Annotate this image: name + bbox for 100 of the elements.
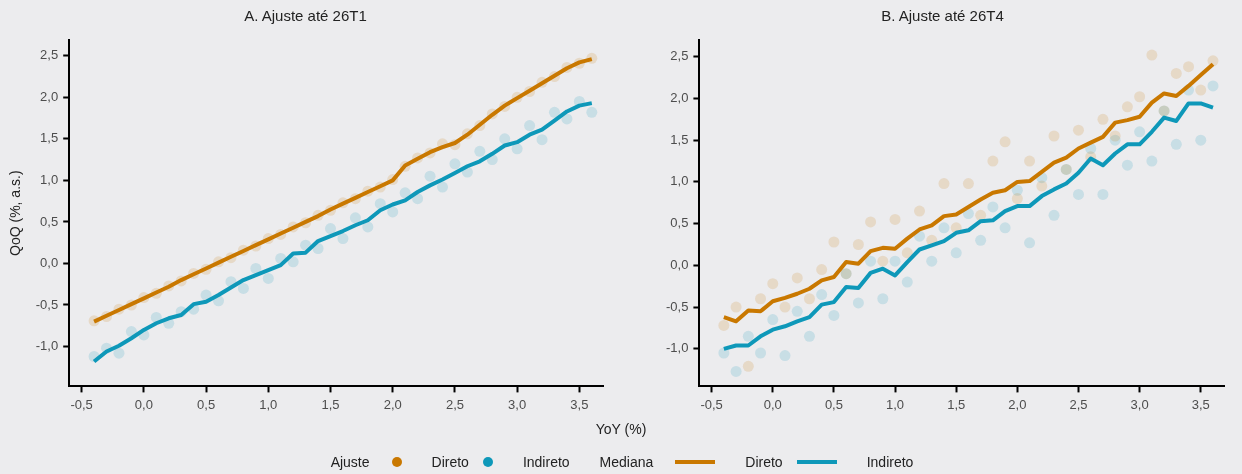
point — [950, 247, 962, 259]
x-tick-label: 3,0 — [1130, 396, 1149, 412]
point — [852, 239, 864, 250]
point — [586, 106, 598, 118]
point — [362, 221, 374, 233]
y-tick-label: 0,0 — [40, 255, 59, 271]
point — [730, 301, 742, 313]
point — [816, 289, 828, 301]
point — [1072, 124, 1084, 136]
point — [436, 181, 448, 193]
point — [803, 330, 815, 342]
point — [113, 347, 125, 359]
point — [742, 330, 754, 342]
x-tick-label: 0,0 — [763, 396, 782, 412]
x-tick-label: 0,5 — [824, 396, 843, 412]
point — [1072, 188, 1084, 200]
x-tick-label: 0,0 — [134, 396, 153, 412]
point — [337, 233, 349, 245]
chart-title: A. Ajuste até 26T1 — [244, 7, 367, 25]
x-tick-label: 3,5 — [570, 396, 589, 412]
point — [250, 262, 262, 274]
point — [399, 187, 411, 199]
point — [1036, 180, 1048, 192]
x-tick-label: -0,5 — [700, 396, 723, 412]
y-tick-label: -0,5 — [35, 296, 59, 312]
y-tick-label: 1,5 — [670, 131, 689, 147]
point — [889, 255, 901, 267]
y-tick-label: 0,5 — [670, 215, 689, 231]
y-tick-label: -1,0 — [35, 338, 59, 354]
point — [1146, 49, 1158, 61]
point — [387, 206, 399, 218]
legend-label: Indireto — [866, 454, 914, 470]
point — [1134, 126, 1146, 138]
x-tick-label: 2,0 — [383, 396, 402, 412]
point — [803, 293, 815, 305]
point — [1109, 130, 1121, 142]
point — [1048, 209, 1060, 221]
y-tick-label: 2,0 — [40, 88, 59, 104]
point — [791, 272, 803, 284]
point — [779, 301, 791, 313]
point — [1024, 237, 1036, 249]
point — [1121, 159, 1133, 171]
point — [449, 158, 461, 170]
point — [474, 145, 486, 157]
point — [1097, 113, 1109, 125]
x-tick-label: 0,5 — [197, 396, 216, 412]
point — [1134, 91, 1146, 103]
point — [999, 136, 1011, 148]
point — [865, 255, 877, 267]
point — [349, 212, 361, 224]
x-tick-label: 1,5 — [321, 396, 340, 412]
y-tick-label: 2,5 — [40, 47, 59, 63]
y-tick-label: 1,5 — [40, 130, 59, 146]
point — [901, 247, 913, 259]
point — [767, 314, 779, 326]
y-tick-label: 0,0 — [670, 256, 689, 272]
point — [730, 365, 742, 377]
point — [767, 278, 779, 290]
point — [999, 222, 1011, 234]
point — [1170, 67, 1182, 79]
y-tick-label: 1,0 — [40, 171, 59, 187]
point — [987, 201, 999, 213]
legend-label: Direto — [431, 454, 469, 470]
point — [975, 209, 987, 221]
y-axis-title: QoQ (%, a.s.) — [7, 170, 24, 256]
point — [877, 293, 889, 305]
y-tick-label: 0,5 — [40, 213, 59, 229]
legend-title: Mediana — [599, 454, 654, 470]
point — [914, 205, 926, 217]
point — [828, 236, 840, 248]
point — [779, 350, 791, 362]
point — [877, 255, 889, 267]
y-tick-label: -1,0 — [665, 340, 689, 356]
point — [816, 264, 828, 276]
point — [901, 276, 913, 288]
point — [889, 213, 901, 225]
y-tick-label: 2,5 — [670, 48, 689, 64]
point — [536, 134, 548, 146]
x-tick-label: 3,0 — [508, 396, 527, 412]
point — [865, 216, 877, 228]
y-tick-label: -0,5 — [665, 298, 689, 314]
point — [852, 297, 864, 309]
point — [791, 305, 803, 317]
point — [237, 282, 249, 294]
point — [374, 198, 386, 210]
point — [926, 255, 938, 267]
point — [424, 170, 436, 182]
point — [1146, 155, 1158, 167]
legend-label: Indireto — [522, 454, 570, 470]
x-tick-label: 3,5 — [1191, 396, 1210, 412]
point — [755, 347, 767, 359]
point — [1097, 188, 1109, 200]
point — [511, 143, 523, 155]
point — [1048, 130, 1060, 142]
y-tick-label: 2,0 — [670, 90, 689, 106]
point — [1170, 138, 1182, 150]
point — [499, 133, 511, 145]
x-axis-title: YoY (%) — [594, 421, 648, 437]
point — [1121, 101, 1133, 113]
point — [524, 120, 536, 132]
